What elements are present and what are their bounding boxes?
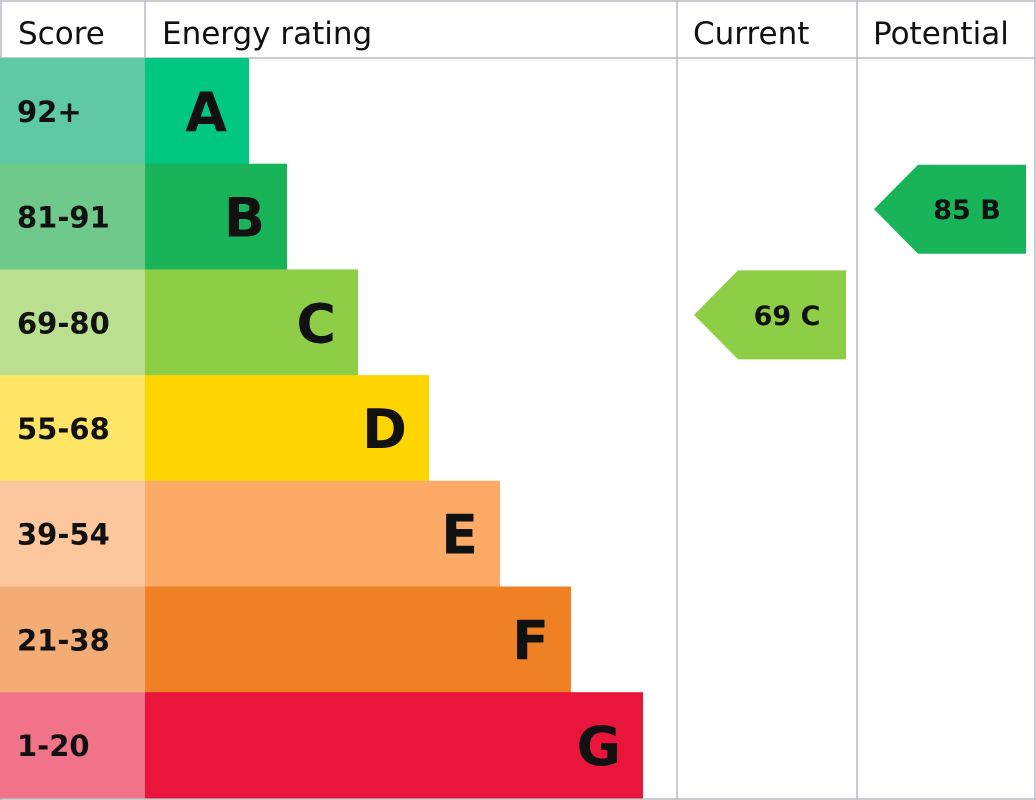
band-bar-c — [145, 269, 358, 376]
score-cell-a — [0, 58, 145, 165]
score-cell-d — [0, 375, 145, 482]
score-cell-c — [0, 269, 145, 376]
band-letter: C — [296, 292, 336, 355]
band-bar-f — [145, 586, 571, 693]
score-label: 92+ — [17, 95, 82, 129]
band-letter: F — [512, 609, 549, 672]
score-cell-b — [0, 163, 145, 270]
header-potential: Potential — [873, 16, 1009, 52]
score-cell-g — [0, 692, 145, 799]
band-bar-a — [145, 58, 249, 165]
header-score: Score — [18, 16, 105, 52]
band-letter: A — [185, 81, 227, 144]
potential-rating-label: 85 B — [933, 195, 1001, 226]
score-label: 69-80 — [17, 306, 110, 340]
score-label: 1-20 — [17, 729, 90, 763]
band-letter: B — [224, 187, 265, 250]
band-letter: E — [441, 504, 478, 567]
score-label: 39-54 — [17, 518, 110, 552]
score-cell-e — [0, 480, 145, 587]
band-bar-d — [145, 375, 429, 482]
score-label: 81-91 — [17, 201, 110, 235]
current-rating-arrow — [694, 270, 846, 360]
current-rating-label: 69 C — [754, 301, 821, 332]
score-cell-f — [0, 586, 145, 693]
header-current: Current — [693, 16, 809, 52]
band-bar-g — [145, 692, 643, 799]
header-energy-rating: Energy rating — [162, 16, 372, 52]
potential-rating-arrow — [874, 164, 1026, 254]
score-label: 55-68 — [17, 412, 110, 446]
band-bar-e — [145, 480, 500, 587]
band-letter: G — [577, 715, 621, 778]
band-bar-b — [145, 163, 287, 270]
score-label: 21-38 — [17, 623, 110, 657]
band-letter: D — [362, 398, 407, 461]
